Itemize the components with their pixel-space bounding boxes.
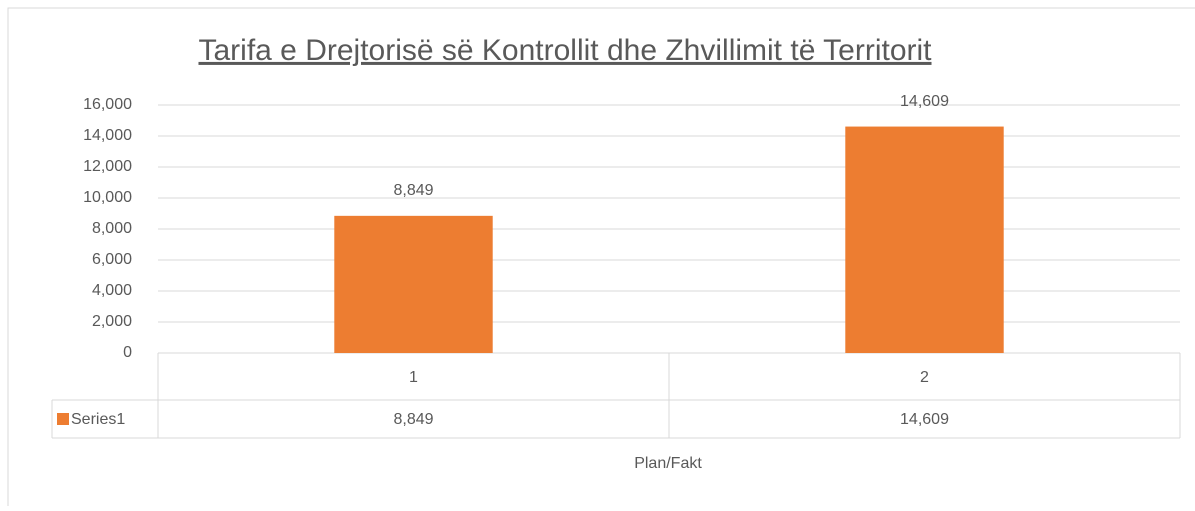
table-cell: 8,849 — [393, 411, 433, 428]
legend-key — [57, 413, 69, 425]
chart-title: Tarifa e Drejtorisë së Kontrollit dhe Zh… — [198, 34, 932, 67]
x-axis-title: Plan/Fakt — [634, 455, 702, 472]
y-tick-label: 14,000 — [83, 127, 132, 144]
y-tick-label: 0 — [123, 344, 132, 361]
x-tick-label: 2 — [920, 369, 929, 386]
y-tick-label: 6,000 — [92, 251, 132, 268]
legend-label: Series1 — [71, 411, 125, 428]
y-tick-label: 10,000 — [83, 189, 132, 206]
data-label: 8,849 — [393, 182, 433, 199]
y-tick-label: 4,000 — [92, 282, 132, 299]
bar — [334, 215, 493, 353]
bar — [845, 126, 1004, 353]
table-cell: 14,609 — [900, 411, 949, 428]
y-tick-label: 16,000 — [83, 96, 132, 113]
y-tick-label: 2,000 — [92, 313, 132, 330]
x-tick-label: 1 — [409, 369, 418, 386]
y-tick-label: 12,000 — [83, 158, 132, 175]
chart-border — [7, 7, 1195, 511]
y-tick-label: 8,000 — [92, 220, 132, 237]
data-label: 14,609 — [900, 93, 949, 110]
